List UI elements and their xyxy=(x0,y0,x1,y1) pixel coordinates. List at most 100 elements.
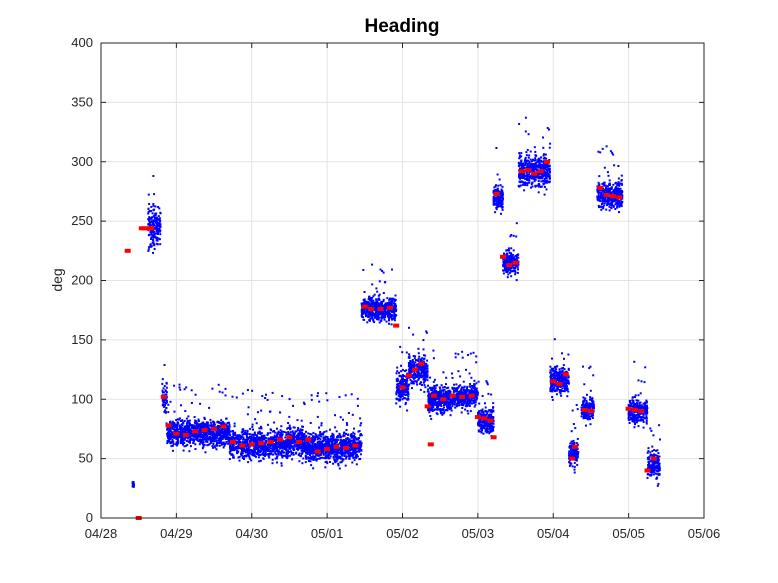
sample-point xyxy=(279,451,282,454)
sample-point xyxy=(262,437,265,440)
sample-point xyxy=(356,404,359,407)
sample-point xyxy=(226,434,229,437)
sample-point xyxy=(280,462,283,465)
sample-point xyxy=(165,386,168,389)
sample-point xyxy=(359,424,362,427)
sample-point xyxy=(480,431,483,434)
sample-point xyxy=(241,447,244,450)
sample-point xyxy=(293,434,295,437)
sample-point xyxy=(258,460,261,463)
sample-point xyxy=(433,388,436,391)
sample-point xyxy=(407,393,410,395)
sample-point xyxy=(175,437,178,440)
sample-point xyxy=(401,379,404,382)
sample-point xyxy=(253,441,256,444)
sample-point xyxy=(357,438,360,441)
sample-point xyxy=(221,428,224,431)
sample-point xyxy=(309,454,311,456)
sample-point xyxy=(165,407,168,410)
sample-point xyxy=(353,435,355,437)
sample-point xyxy=(253,447,256,450)
sample-point xyxy=(424,370,427,373)
sample-point xyxy=(132,483,135,486)
sample-point xyxy=(207,427,210,429)
sample-point xyxy=(185,444,188,447)
sample-point xyxy=(293,437,295,440)
sample-point xyxy=(302,447,305,450)
sample-point xyxy=(379,304,382,307)
sample-point xyxy=(181,442,184,445)
sample-point xyxy=(214,446,217,449)
sample-point xyxy=(256,446,259,449)
sample-point xyxy=(339,457,342,459)
sample-point xyxy=(398,371,400,374)
sample-point xyxy=(205,433,207,436)
sample-point xyxy=(377,314,380,316)
sample-point xyxy=(238,440,240,443)
sample-point xyxy=(342,418,344,421)
sample-point xyxy=(399,375,401,377)
sample-point xyxy=(184,431,187,434)
sample-point xyxy=(171,431,174,434)
sample-point xyxy=(477,429,480,432)
sample-point xyxy=(243,449,246,452)
sample-point xyxy=(334,455,337,458)
sample-point xyxy=(336,458,339,461)
sample-point xyxy=(264,447,267,450)
sample-point xyxy=(409,360,412,363)
sample-point xyxy=(245,455,248,458)
sample-point xyxy=(172,444,174,447)
sample-point xyxy=(404,403,407,406)
sample-point xyxy=(350,439,353,442)
sample-point xyxy=(215,436,218,439)
sample-point xyxy=(215,448,218,451)
sample-point xyxy=(203,418,206,420)
sample-point xyxy=(294,439,297,442)
sample-point xyxy=(220,430,223,433)
sample-point xyxy=(307,450,310,453)
sample-point xyxy=(445,387,448,390)
sample-point xyxy=(388,301,391,304)
sample-point xyxy=(207,436,210,439)
sample-point xyxy=(297,448,299,451)
sample-point xyxy=(191,425,194,428)
sample-point xyxy=(345,432,347,435)
sample-point xyxy=(365,314,368,317)
sample-point xyxy=(229,449,232,452)
sample-point xyxy=(199,402,202,405)
sample-point xyxy=(221,431,224,433)
sample-point xyxy=(402,383,405,386)
sample-point xyxy=(285,445,288,448)
sample-point xyxy=(243,442,246,444)
sample-point xyxy=(316,454,319,457)
sample-point xyxy=(390,304,393,307)
sample-point xyxy=(356,455,359,458)
sample-point xyxy=(192,439,195,442)
sample-point xyxy=(265,453,268,456)
sample-point xyxy=(217,439,220,442)
sample-point xyxy=(280,435,283,438)
sample-point xyxy=(488,432,491,435)
sample-point xyxy=(477,412,479,414)
sample-point xyxy=(395,397,398,400)
sample-point xyxy=(245,434,248,437)
sample-point xyxy=(209,421,212,424)
sample-point xyxy=(384,313,387,316)
sample-point xyxy=(178,428,181,431)
sample-point xyxy=(277,442,280,445)
sample-point xyxy=(366,307,369,310)
sample-point xyxy=(450,398,453,401)
sample-point xyxy=(418,377,420,380)
sample-point xyxy=(449,406,452,409)
sample-point xyxy=(231,449,234,452)
sample-point xyxy=(466,405,469,408)
sample-point xyxy=(378,293,381,296)
sample-point xyxy=(180,434,183,437)
sample-point xyxy=(271,443,274,446)
sample-point xyxy=(454,352,457,355)
sample-point xyxy=(431,400,434,403)
sample-point xyxy=(411,382,414,385)
sample-point xyxy=(491,427,494,430)
sample-point xyxy=(314,455,316,458)
sample-point xyxy=(262,448,265,451)
